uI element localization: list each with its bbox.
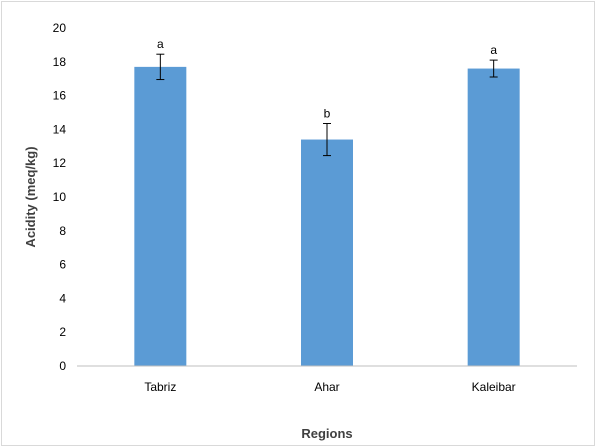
error-bars-group [156,53,498,157]
bars-group [134,66,520,367]
significance-label: a [490,43,497,57]
bar [301,139,353,366]
x-tick-label: Tabriz [144,380,176,394]
bar [134,66,187,367]
y-axis-title: Acidity (meq/kg) [23,146,38,247]
y-tick-label: 18 [53,55,67,69]
significance-label: a [157,37,164,51]
x-tick-label: Kaleibar [472,380,516,394]
y-tick-label: 8 [59,224,66,238]
error-bar [323,122,331,157]
y-tick-label: 0 [59,359,66,373]
error-bar [156,53,165,81]
significance-label: b [324,106,331,120]
y-tick-label: 20 [53,21,67,35]
y-tick-label: 4 [59,291,66,305]
y-tick-label: 16 [53,89,67,103]
x-tick-label: Ahar [314,380,339,394]
x-axis-ticks: Tabriz Ahar Kaleibar [144,380,515,394]
y-tick-label: 2 [59,325,66,339]
y-tick-label: 12 [53,156,67,170]
error-bar [489,59,498,78]
y-tick-label: 10 [53,190,67,204]
y-axis-ticks: 0 2 4 6 8 10 12 14 16 18 20 [53,21,67,373]
significance-labels-group: a b a [157,37,497,120]
y-tick-label: 14 [53,122,67,136]
bar [467,68,520,366]
y-tick-label: 6 [59,258,66,272]
x-axis-title: Regions [301,426,352,441]
